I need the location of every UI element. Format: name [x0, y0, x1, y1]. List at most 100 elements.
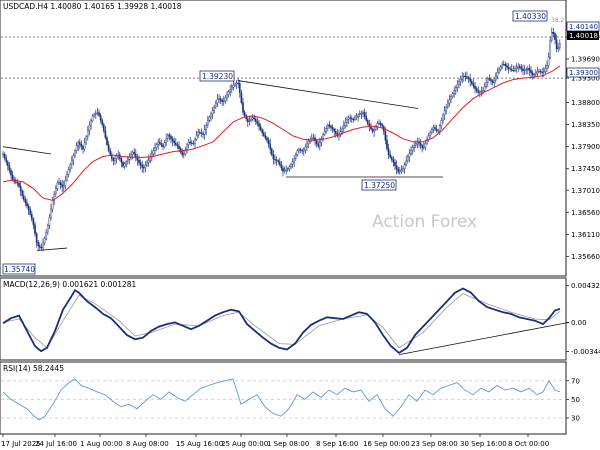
candle-body	[437, 130, 440, 132]
candle-body	[131, 151, 134, 155]
candle-body	[197, 131, 200, 136]
candle-body	[333, 128, 336, 132]
candle-body	[64, 179, 67, 186]
candle-body	[367, 120, 369, 125]
rsi-tick-label: 70	[571, 377, 580, 385]
candle-body	[482, 90, 484, 92]
time-tick-label: 1 Sep 08:00	[267, 440, 309, 448]
rsi-series	[2, 378, 561, 421]
candle-body	[546, 65, 548, 69]
candle-body	[346, 119, 348, 123]
candle-body	[279, 161, 281, 166]
candle-body	[400, 169, 403, 172]
candle-body	[42, 242, 44, 248]
candle-body	[40, 247, 43, 249]
candle-body	[109, 150, 111, 155]
candle-body	[258, 123, 260, 127]
candle-body	[447, 102, 449, 108]
candle-body	[272, 154, 275, 160]
candle-body	[138, 159, 140, 164]
candle-body	[463, 75, 465, 78]
macd-tick-label: -0.003444	[571, 348, 600, 356]
candle-body	[317, 143, 320, 147]
watermark: Action Forex	[372, 212, 477, 232]
candle-body	[493, 79, 496, 83]
candle-body	[376, 123, 379, 127]
candle-body	[186, 144, 188, 150]
candle-body	[10, 170, 12, 176]
candle-body	[122, 162, 124, 167]
candle-body	[288, 166, 291, 170]
candle-body	[496, 72, 499, 77]
badge-current	[567, 31, 599, 40]
candle-body	[202, 133, 204, 135]
candle-body	[549, 39, 551, 58]
candle-body	[82, 146, 84, 150]
candle-body	[45, 231, 47, 239]
candle-body	[311, 137, 313, 140]
high-label-box	[512, 10, 548, 22]
candle-body	[144, 164, 147, 168]
rsi-axis: 70 50 30	[1, 377, 580, 423]
candle-body	[141, 164, 144, 168]
candle-body	[178, 145, 180, 149]
candle-body	[39, 245, 41, 248]
candle-body	[78, 141, 81, 145]
candle-body	[541, 71, 543, 74]
candle-body	[511, 69, 513, 71]
candle-body	[283, 170, 286, 172]
candle-body	[520, 67, 523, 70]
candle-body	[491, 80, 494, 83]
candle-body	[466, 76, 468, 78]
candle-body	[198, 131, 201, 134]
candle-body	[24, 199, 27, 203]
candle-body	[267, 140, 270, 145]
candle-body	[395, 165, 398, 170]
candle-body	[261, 129, 264, 134]
candle-body	[357, 114, 360, 117]
candle-body	[237, 82, 240, 84]
candle-body	[351, 118, 353, 120]
time-tick-label: 30 Sep 16:00	[460, 440, 507, 448]
candle-body	[440, 120, 443, 127]
candle-body	[47, 225, 49, 233]
candle-body	[19, 186, 22, 192]
candle-body	[214, 102, 217, 108]
candle-body	[158, 141, 161, 144]
macd-trendline	[398, 321, 570, 356]
macd-axis: 0.004327 0.00 -0.003444	[566, 282, 600, 356]
candle-body	[240, 92, 243, 103]
badge-1-text: 1.40140	[569, 23, 598, 31]
candle-body	[527, 68, 529, 70]
candle-body	[354, 117, 356, 120]
candle-body	[26, 202, 28, 207]
candle-body	[149, 156, 152, 161]
trendline	[36, 247, 68, 251]
candle-body	[147, 159, 150, 164]
candle-body	[264, 135, 267, 139]
candle-body	[555, 39, 558, 50]
candle-body	[203, 129, 206, 135]
price-tick-label: 1.38350	[571, 121, 600, 129]
candle-body	[530, 70, 532, 73]
candle-body	[365, 116, 368, 121]
candle-body	[552, 32, 555, 34]
macd-tick-label: 0.00	[571, 319, 587, 327]
candle-body	[269, 143, 272, 150]
candle-body	[360, 112, 363, 115]
candle-body	[63, 185, 65, 188]
badge-3	[566, 67, 600, 78]
candle-body	[341, 128, 344, 132]
candle-body	[538, 71, 540, 73]
candle-body	[523, 69, 526, 71]
macd-panel	[0, 277, 567, 361]
time-tick-label: 8 Aug 08:00	[126, 440, 169, 448]
candle-body	[291, 161, 294, 165]
ma-line	[2, 65, 561, 202]
candle-body	[331, 127, 334, 130]
candle-body	[259, 126, 262, 130]
macd-title: MACD(12,26,9) 0.001621 0.001281	[3, 280, 137, 289]
candle-body	[531, 72, 534, 76]
candle-body	[250, 119, 252, 122]
